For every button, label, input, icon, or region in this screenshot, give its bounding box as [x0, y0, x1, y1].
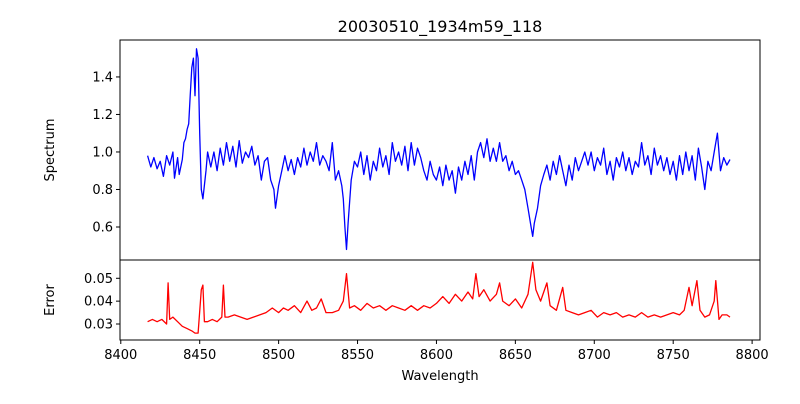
xtick-label: 8650 [499, 348, 532, 363]
xtick-label: 8700 [578, 348, 611, 363]
xlabel: Wavelength [401, 369, 478, 384]
xtick-label: 8500 [262, 348, 295, 363]
ytick-label: 1.2 [92, 108, 113, 123]
xtick-label: 8400 [104, 348, 137, 363]
spectrum-series-line [146, 48, 731, 251]
error-ylabel: Error [43, 284, 58, 316]
spectrum-panel: 0.6 0.8 1.0 1.2 1.4 [92, 39, 761, 261]
xtick-label: 8450 [183, 348, 216, 363]
xtick-label: 8800 [736, 348, 769, 363]
ytick-label: 0.03 [84, 318, 113, 333]
ytick-label: 0.04 [84, 295, 113, 310]
spectrum-ylabel: Spectrum [43, 119, 58, 182]
xtick-label: 8600 [420, 348, 453, 363]
ytick-label: 1.0 [92, 145, 113, 160]
ytick-label: 0.8 [92, 183, 113, 198]
error-panel: 0.03 0.04 0.05 8400 8450 8500 8550 8600 8650 8700… [84, 259, 769, 363]
chart-title: 20030510_1934m59_118 [338, 17, 543, 37]
spectrum-axes-frame [119, 39, 761, 261]
ytick-label: 1.4 [92, 70, 113, 85]
ytick-label: 0.6 [92, 220, 113, 235]
error-axes-frame [119, 259, 761, 341]
xtick-label: 8550 [341, 348, 374, 363]
error-series-line [147, 261, 731, 334]
ytick-label: 0.05 [84, 272, 113, 287]
xtick-label: 8750 [657, 348, 690, 363]
